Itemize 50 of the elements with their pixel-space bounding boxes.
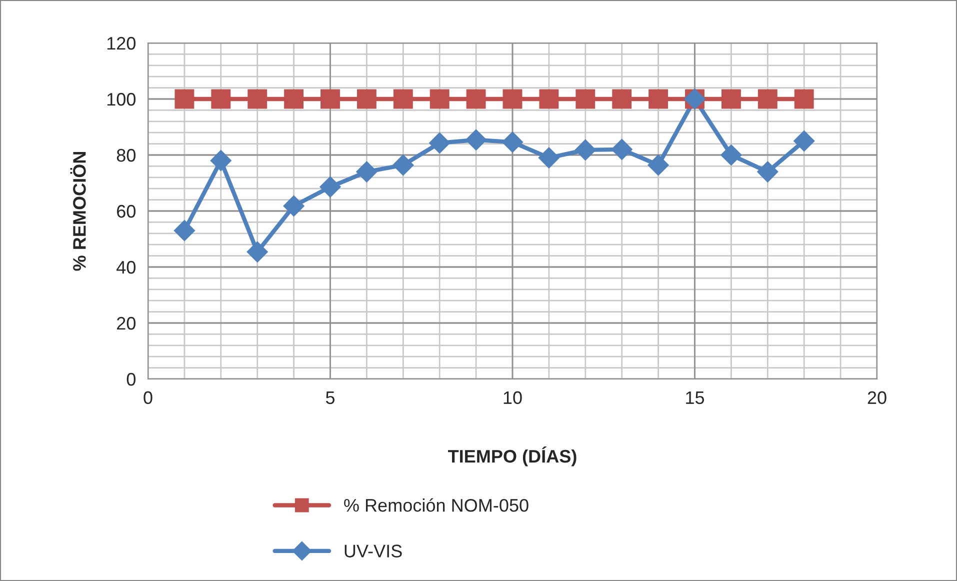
- point: [574, 139, 596, 160]
- point: [211, 89, 231, 109]
- point: [430, 89, 450, 109]
- point: [429, 132, 450, 154]
- y-tick-label: 20: [117, 316, 136, 330]
- point: [502, 132, 524, 153]
- point: [466, 129, 487, 150]
- point: [648, 154, 669, 176]
- y-tick-label: 40: [116, 260, 136, 274]
- point: [283, 195, 304, 216]
- y-axis-title: % REMOCIÖN: [70, 152, 86, 271]
- legend-label: UV-VIS: [344, 544, 402, 558]
- y-tick-label: 0: [126, 372, 136, 386]
- point: [720, 144, 742, 166]
- point: [246, 241, 268, 262]
- legend-label: % Remoción NOM-050: [344, 498, 528, 512]
- point: [648, 89, 668, 109]
- point: [612, 89, 632, 109]
- point: [611, 138, 632, 160]
- point: [174, 89, 194, 109]
- x-tick-label: 5: [326, 391, 335, 404]
- x-tick-label: 10: [504, 391, 522, 404]
- point: [356, 161, 378, 182]
- point: [538, 147, 560, 168]
- point: [392, 154, 414, 176]
- y-tick-label: 100: [107, 92, 136, 106]
- point: [174, 220, 195, 242]
- x-axis-title: TIEMPO (DÍAS): [448, 446, 576, 466]
- point: [794, 89, 814, 109]
- point: [721, 89, 741, 109]
- y-tick-label: 120: [107, 36, 136, 50]
- point: [210, 150, 232, 172]
- point: [320, 89, 340, 109]
- y-tick-label: 60: [117, 204, 136, 218]
- point: [284, 89, 304, 109]
- x-tick-label: 20: [868, 391, 886, 404]
- x-tick-label: 15: [686, 391, 704, 404]
- point: [576, 89, 596, 109]
- point: [320, 176, 341, 198]
- point: [539, 89, 559, 109]
- point: [248, 89, 268, 109]
- point: [502, 89, 522, 109]
- y-tick-label: 80: [116, 148, 136, 162]
- point: [757, 161, 778, 182]
- point: [393, 89, 413, 109]
- point: [794, 130, 815, 152]
- point: [466, 89, 486, 109]
- point: [758, 89, 778, 109]
- x-tick-label: 0: [144, 391, 152, 404]
- point: [356, 89, 376, 109]
